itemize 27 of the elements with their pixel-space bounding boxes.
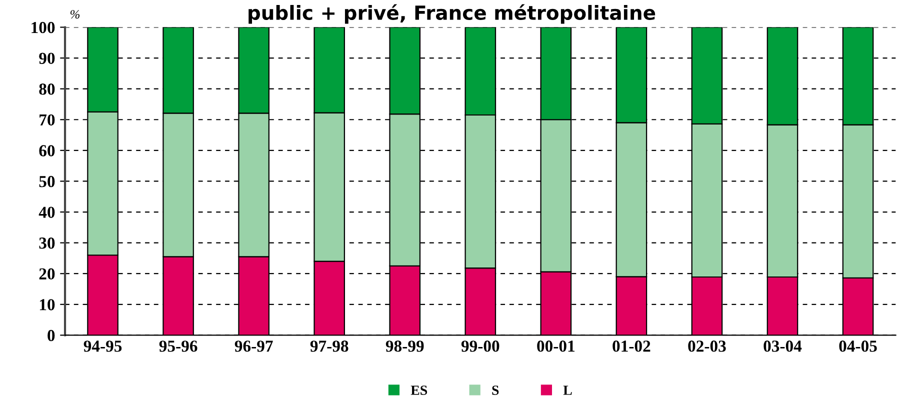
y-tick-label: 30 — [39, 238, 55, 249]
x-tick-label: 98-99 — [386, 340, 424, 352]
y-tick-label: 50 — [39, 176, 55, 188]
y-tick-label: 40 — [38, 206, 55, 218]
y-tick-label: 80 — [39, 84, 55, 95]
legend-label: L — [563, 386, 572, 395]
x-tick-label: 94-95 — [84, 340, 122, 352]
y-tick-label: 20 — [39, 268, 55, 280]
x-tick-label: 00-01 — [537, 340, 574, 352]
y-tick-label: 60 — [39, 145, 55, 156]
chart-title: public + privé, France métropolitaine — [248, 4, 656, 24]
y-tick-label: 100 — [32, 22, 55, 34]
x-tick-label: 95-96 — [159, 340, 198, 352]
x-tick-label: 01-02 — [612, 340, 650, 352]
y-axis-title: % — [70, 10, 80, 19]
x-tick-label: 99-00 — [461, 340, 500, 352]
x-tick-label: 96-97 — [234, 340, 273, 352]
y-tick-label: 70 — [40, 114, 55, 126]
y-tick-label: 0 — [48, 330, 55, 342]
legend-label: ES — [410, 386, 428, 395]
legend-label: S — [492, 386, 499, 395]
x-tick-label: 03-04 — [764, 340, 802, 352]
y-tick-label: 90 — [39, 52, 55, 64]
y-tick-label: 10 — [40, 299, 55, 310]
x-tick-label: 02-03 — [688, 340, 726, 352]
x-tick-label: 97-98 — [310, 340, 348, 352]
x-tick-label: 04-05 — [839, 340, 877, 352]
